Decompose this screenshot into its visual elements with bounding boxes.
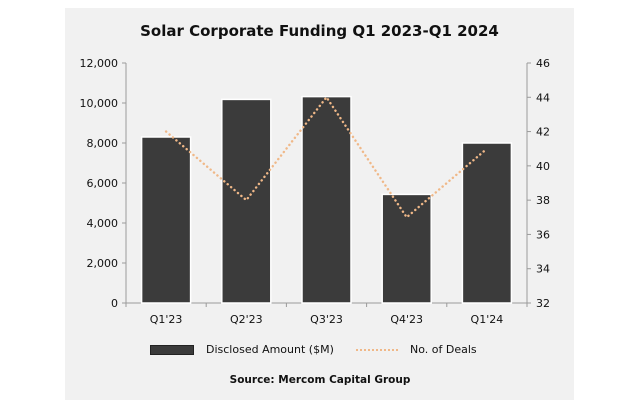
legend-item-bar: Disclosed Amount ($M) bbox=[150, 343, 334, 356]
left-tick-label: 12,000 bbox=[80, 57, 119, 70]
legend-bar-swatch bbox=[150, 344, 194, 355]
left-tick-label: 0 bbox=[111, 297, 118, 310]
right-tick-label: 34 bbox=[536, 263, 550, 276]
x-tick-label: Q4'23 bbox=[390, 313, 423, 326]
left-tick-label: 4,000 bbox=[87, 217, 119, 230]
legend-line-label: No. of Deals bbox=[410, 343, 477, 356]
source-note: Source: Mercom Capital Group bbox=[229, 374, 411, 386]
bar-Q123 bbox=[140, 136, 192, 304]
right-tick-label: 32 bbox=[536, 297, 550, 310]
bar-Q423 bbox=[381, 193, 432, 304]
left-tick-label: 2,000 bbox=[87, 257, 119, 270]
bar-Q323 bbox=[301, 95, 352, 304]
x-tick-label: Q1'24 bbox=[471, 313, 504, 326]
right-tick-label: 40 bbox=[536, 160, 550, 173]
right-tick-label: 36 bbox=[536, 228, 550, 241]
right-tick-label: 46 bbox=[536, 57, 550, 70]
right-tick-label: 44 bbox=[536, 91, 550, 104]
legend-item-line: No. of Deals bbox=[356, 343, 477, 356]
left-tick-label: 6,000 bbox=[87, 177, 119, 190]
bar-Q124 bbox=[461, 142, 513, 304]
right-tick-label: 42 bbox=[536, 126, 550, 139]
legend-bar-label: Disclosed Amount ($M) bbox=[206, 343, 334, 356]
right-tick-label: 38 bbox=[536, 194, 550, 207]
x-tick-label: Q2'23 bbox=[230, 313, 263, 326]
bar-Q223 bbox=[221, 98, 272, 304]
left-tick-label: 10,000 bbox=[80, 97, 119, 110]
x-tick-label: Q3'23 bbox=[310, 313, 343, 326]
left-tick-label: 8,000 bbox=[87, 137, 119, 150]
x-tick-label: Q1'23 bbox=[150, 313, 183, 326]
legend-line-swatch bbox=[356, 348, 398, 351]
chart-title: Solar Corporate Funding Q1 2023-Q1 2024 bbox=[140, 22, 499, 40]
